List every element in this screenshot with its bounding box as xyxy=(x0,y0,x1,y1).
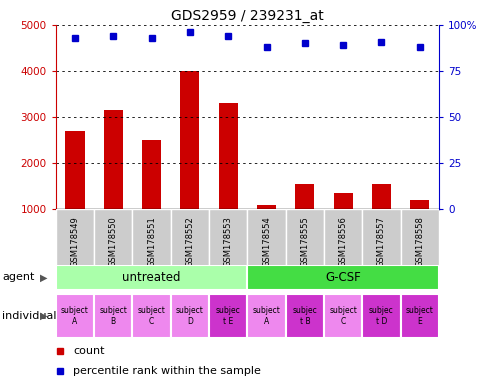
Bar xyxy=(247,265,438,290)
Bar xyxy=(257,205,275,209)
Bar xyxy=(56,209,94,275)
Bar xyxy=(409,200,428,209)
Bar xyxy=(285,209,323,275)
Bar xyxy=(362,209,400,275)
Bar xyxy=(285,294,323,338)
Text: subject
A: subject A xyxy=(61,306,89,326)
Title: GDS2959 / 239231_at: GDS2959 / 239231_at xyxy=(171,8,323,23)
Text: subject
C: subject C xyxy=(329,306,356,326)
Bar xyxy=(209,209,247,275)
Text: GSM178549: GSM178549 xyxy=(70,217,79,267)
Text: GSM178558: GSM178558 xyxy=(414,217,424,267)
Text: untreated: untreated xyxy=(122,271,181,284)
Bar xyxy=(170,209,209,275)
Bar xyxy=(323,209,362,275)
Text: count: count xyxy=(73,346,104,356)
Bar xyxy=(142,140,161,209)
Text: individual: individual xyxy=(2,311,57,321)
Text: GSM178554: GSM178554 xyxy=(261,217,271,267)
Text: GSM178555: GSM178555 xyxy=(300,217,309,267)
Bar xyxy=(170,294,209,338)
Bar xyxy=(132,294,170,338)
Text: GSM178552: GSM178552 xyxy=(185,217,194,267)
Text: ▶: ▶ xyxy=(40,311,47,321)
Text: subject
D: subject D xyxy=(176,306,203,326)
Text: GSM178556: GSM178556 xyxy=(338,217,347,267)
Bar xyxy=(295,184,314,209)
Bar xyxy=(94,209,132,275)
Bar xyxy=(180,71,199,209)
Text: percentile rank within the sample: percentile rank within the sample xyxy=(73,366,260,376)
Text: GSM178553: GSM178553 xyxy=(223,217,232,267)
Text: subjec
t D: subjec t D xyxy=(368,306,393,326)
Bar xyxy=(371,184,390,209)
Text: agent: agent xyxy=(2,272,35,283)
Bar xyxy=(247,294,285,338)
Bar xyxy=(132,209,170,275)
Text: GSM178550: GSM178550 xyxy=(108,217,118,267)
Bar xyxy=(400,209,438,275)
Text: GSM178551: GSM178551 xyxy=(147,217,156,267)
Text: subjec
t B: subjec t B xyxy=(292,306,317,326)
Text: subject
C: subject C xyxy=(137,306,165,326)
Bar xyxy=(65,131,84,209)
Bar xyxy=(362,294,400,338)
Bar xyxy=(104,110,122,209)
Text: subject
B: subject B xyxy=(99,306,127,326)
Text: GSM178557: GSM178557 xyxy=(376,217,385,267)
Bar xyxy=(323,294,362,338)
Text: ▶: ▶ xyxy=(40,272,47,283)
Bar xyxy=(56,294,94,338)
Text: subjec
t E: subjec t E xyxy=(215,306,240,326)
Text: G-CSF: G-CSF xyxy=(325,271,360,284)
Bar xyxy=(218,103,237,209)
Text: subject
E: subject E xyxy=(405,306,433,326)
Bar xyxy=(209,294,247,338)
Text: subject
A: subject A xyxy=(252,306,280,326)
Bar xyxy=(56,265,247,290)
Bar xyxy=(400,294,438,338)
Bar xyxy=(247,209,285,275)
Bar xyxy=(333,193,352,209)
Bar xyxy=(94,294,132,338)
